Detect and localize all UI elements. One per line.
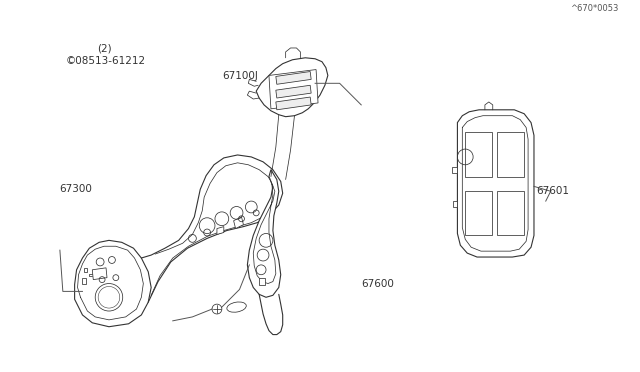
Text: ©08513-61212: ©08513-61212	[65, 57, 146, 66]
Polygon shape	[248, 170, 281, 297]
Text: 67100J: 67100J	[223, 71, 259, 81]
Polygon shape	[75, 240, 151, 327]
Polygon shape	[497, 132, 524, 177]
Polygon shape	[276, 71, 311, 84]
Polygon shape	[465, 191, 492, 235]
Polygon shape	[84, 268, 88, 272]
Polygon shape	[234, 217, 243, 228]
Text: 67300: 67300	[60, 184, 92, 194]
Polygon shape	[452, 201, 458, 207]
Polygon shape	[465, 132, 492, 177]
Polygon shape	[452, 167, 458, 173]
Polygon shape	[256, 58, 328, 117]
Polygon shape	[259, 278, 265, 285]
Polygon shape	[217, 227, 224, 234]
Polygon shape	[458, 110, 534, 257]
Polygon shape	[92, 268, 107, 280]
Text: (2): (2)	[97, 44, 111, 54]
Polygon shape	[276, 97, 311, 110]
Polygon shape	[497, 191, 524, 235]
Polygon shape	[83, 278, 86, 283]
Polygon shape	[269, 70, 318, 109]
Text: ^670*0053: ^670*0053	[570, 4, 618, 13]
Text: 67600: 67600	[361, 279, 394, 289]
Polygon shape	[276, 85, 311, 98]
Text: 67601: 67601	[537, 186, 570, 196]
